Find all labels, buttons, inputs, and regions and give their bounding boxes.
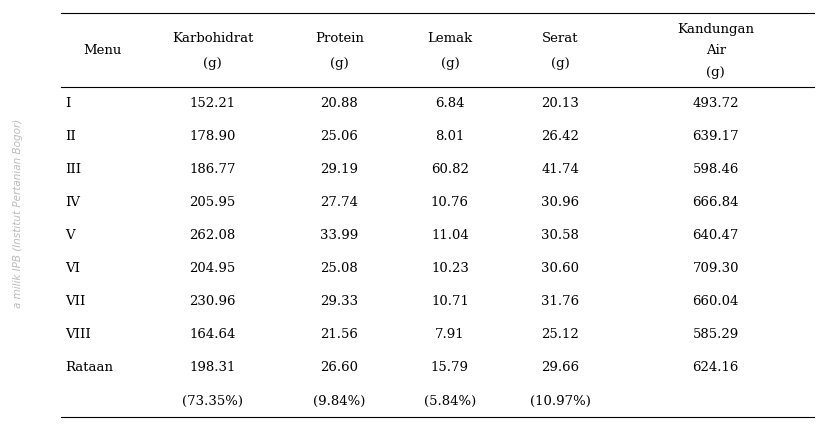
Text: 709.30: 709.30: [693, 262, 739, 276]
Text: 41.74: 41.74: [542, 163, 579, 176]
Text: VI: VI: [65, 262, 80, 276]
Text: 178.90: 178.90: [190, 130, 236, 144]
Text: (9.84%): (9.84%): [313, 394, 366, 408]
Text: II: II: [65, 130, 76, 144]
Text: 27.74: 27.74: [321, 196, 358, 210]
Text: Karbohidrat: Karbohidrat: [172, 32, 254, 46]
Text: 262.08: 262.08: [190, 229, 236, 242]
Text: 26.60: 26.60: [321, 361, 358, 374]
Text: 29.19: 29.19: [321, 163, 358, 176]
Text: Protein: Protein: [315, 32, 364, 46]
Text: 639.17: 639.17: [693, 130, 739, 144]
Text: 205.95: 205.95: [190, 196, 236, 210]
Text: 29.33: 29.33: [321, 295, 358, 308]
Text: III: III: [65, 163, 82, 176]
Text: 186.77: 186.77: [190, 163, 236, 176]
Text: 7.91: 7.91: [435, 328, 465, 342]
Text: 204.95: 204.95: [190, 262, 236, 276]
Text: 660.04: 660.04: [693, 295, 739, 308]
Text: 29.66: 29.66: [542, 361, 579, 374]
Text: 33.99: 33.99: [321, 229, 358, 242]
Text: 493.72: 493.72: [693, 97, 739, 110]
Text: 164.64: 164.64: [190, 328, 236, 342]
Text: 624.16: 624.16: [693, 361, 739, 374]
Text: Rataan: Rataan: [65, 361, 114, 374]
Text: (g): (g): [551, 57, 569, 70]
Text: 10.76: 10.76: [431, 196, 469, 210]
Text: 152.21: 152.21: [190, 97, 236, 110]
Text: 10.23: 10.23: [431, 262, 469, 276]
Text: 21.56: 21.56: [321, 328, 358, 342]
Text: Kandungan: Kandungan: [677, 23, 754, 36]
Text: I: I: [65, 97, 71, 110]
Text: 585.29: 585.29: [693, 328, 739, 342]
Text: V: V: [65, 229, 75, 242]
Text: VII: VII: [65, 295, 86, 308]
Text: 8.01: 8.01: [435, 130, 465, 144]
Text: Air: Air: [706, 43, 726, 57]
Text: 10.71: 10.71: [431, 295, 469, 308]
Text: Serat: Serat: [542, 32, 578, 46]
Text: a milik IPB (Institut Pertanian Bogor): a milik IPB (Institut Pertanian Bogor): [13, 118, 23, 308]
Text: 230.96: 230.96: [190, 295, 236, 308]
Text: 30.96: 30.96: [542, 196, 579, 210]
Text: 598.46: 598.46: [693, 163, 739, 176]
Text: (10.97%): (10.97%): [530, 394, 591, 408]
Text: 31.76: 31.76: [542, 295, 579, 308]
Text: 25.12: 25.12: [542, 328, 579, 342]
Text: 198.31: 198.31: [190, 361, 236, 374]
Text: Lemak: Lemak: [427, 32, 473, 46]
Text: 20.88: 20.88: [321, 97, 358, 110]
Text: 15.79: 15.79: [431, 361, 469, 374]
Text: VIII: VIII: [65, 328, 91, 342]
Text: (g): (g): [707, 66, 725, 79]
Text: (5.84%): (5.84%): [424, 394, 476, 408]
Text: 666.84: 666.84: [693, 196, 739, 210]
Text: (g): (g): [330, 57, 348, 70]
Text: 11.04: 11.04: [431, 229, 469, 242]
Text: 30.58: 30.58: [542, 229, 579, 242]
Text: 6.84: 6.84: [435, 97, 465, 110]
Text: IV: IV: [65, 196, 80, 210]
Text: 60.82: 60.82: [431, 163, 469, 176]
Text: (73.35%): (73.35%): [182, 394, 243, 408]
Text: Menu: Menu: [83, 43, 121, 57]
Text: 640.47: 640.47: [693, 229, 739, 242]
Text: 25.08: 25.08: [321, 262, 358, 276]
Text: 30.60: 30.60: [542, 262, 579, 276]
Text: (g): (g): [204, 57, 222, 70]
Text: 25.06: 25.06: [321, 130, 358, 144]
Text: 26.42: 26.42: [542, 130, 579, 144]
Text: 20.13: 20.13: [542, 97, 579, 110]
Text: (g): (g): [441, 57, 459, 70]
